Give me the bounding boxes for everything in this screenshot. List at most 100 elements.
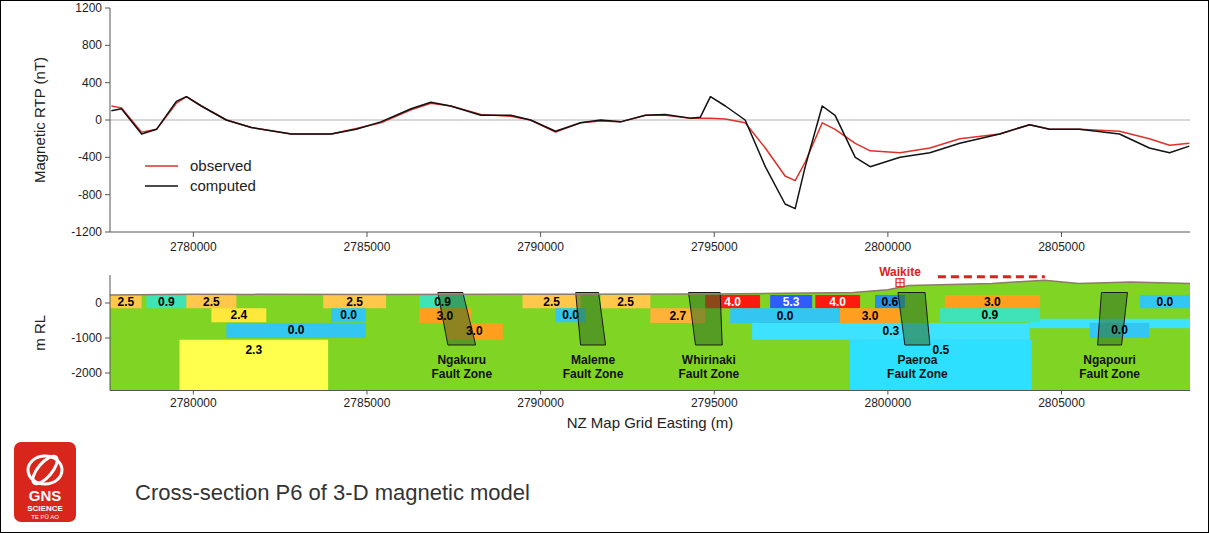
block-label: 0.9 [434, 295, 451, 309]
block-label: 2.4 [230, 308, 247, 322]
legend-swatch [145, 185, 178, 187]
logo-text: TE PŪ AO [31, 514, 59, 520]
x-axis [110, 232, 1190, 233]
x-tick-label: 2795000 [691, 240, 738, 254]
x-tick [540, 232, 541, 237]
block [323, 295, 386, 308]
y-tick-label: -1000 [71, 331, 102, 345]
x-tick-label: 2800000 [865, 240, 912, 254]
x-tick-label: 2780000 [170, 240, 217, 254]
block-label: 3.0 [862, 309, 879, 323]
figure-title: Cross-section P6 of 3-D magnetic model [135, 480, 530, 505]
block [752, 323, 1029, 340]
x-tick [1061, 232, 1062, 237]
block-label: 0.0 [288, 323, 305, 337]
y-tick-label: 0 [95, 296, 102, 310]
block-label: 2.5 [543, 295, 560, 309]
block-label: 2.5 [617, 295, 634, 309]
block [110, 295, 142, 308]
fault-label: NgapouriFault Zone [1079, 353, 1140, 381]
block-label: 0.0 [1111, 323, 1128, 337]
x-tick [193, 391, 194, 395]
frame [1, 1, 1209, 533]
y-tick-label: 0 [95, 113, 102, 127]
x-axis [110, 390, 1190, 391]
logo-emblem [29, 452, 62, 487]
block-label: 0.0 [562, 308, 579, 322]
fault-zone [1098, 293, 1128, 346]
x-tick [714, 232, 715, 237]
block-label: 2.5 [346, 295, 363, 309]
y-tick [105, 8, 110, 9]
x-tick [887, 232, 888, 237]
block-label: 4.0 [829, 295, 846, 309]
site-marker [896, 279, 904, 287]
fault-label-line: Maleme [571, 353, 615, 367]
block-label: 3.0 [437, 309, 454, 323]
x-tick-label: 2790000 [517, 240, 564, 254]
block [523, 295, 581, 308]
block [186, 295, 236, 308]
marker-line [938, 275, 1045, 278]
x-axis-title: NZ Map Grid Easting (m) [567, 414, 734, 431]
block-label: 2.5 [117, 295, 134, 309]
y-tick [105, 373, 110, 374]
fault-label-line: Ngakuru [437, 353, 486, 367]
x-tick [540, 391, 541, 395]
fault-label-line: Fault Zone [431, 367, 492, 381]
block-label: 0.9 [981, 308, 998, 322]
block-label: 0.0 [340, 308, 357, 322]
block-label: 4.0 [724, 295, 741, 309]
ground [110, 280, 1190, 390]
section-body [110, 280, 1190, 390]
block [850, 340, 1032, 391]
block [730, 308, 840, 323]
logo-box [14, 442, 76, 522]
figure: -1200-800-400040080012002780000278500027… [0, 0, 1209, 533]
x-tick [887, 391, 888, 395]
block [179, 340, 328, 391]
y-tick [105, 338, 110, 339]
y-tick-label: 400 [82, 76, 102, 90]
block-label: 2.5 [203, 295, 220, 309]
block-label: 2.7 [669, 309, 686, 323]
y-tick-label: 1200 [75, 1, 102, 15]
site-marker-cross [896, 279, 904, 287]
fault-label-line: Paeroa [897, 353, 937, 367]
fault-label: PaeroaFault Zone [887, 353, 948, 381]
block [226, 323, 366, 338]
y-tick [105, 120, 110, 121]
fault-label-line: Fault Zone [887, 367, 948, 381]
logo-text: SCIENCE [27, 504, 63, 513]
y-tick [105, 45, 110, 46]
block-label: 5.3 [783, 295, 800, 309]
y-tick-label: -800 [78, 188, 102, 202]
y-tick [105, 303, 110, 304]
x-tick-label: 2805000 [1038, 240, 1085, 254]
y-axis-title: Magnetic RTP (nT) [31, 57, 48, 183]
block-label: 0.6 [882, 295, 899, 309]
series-line [111, 97, 1189, 181]
x-tick [714, 391, 715, 395]
block [840, 308, 900, 323]
block [770, 295, 812, 308]
block [601, 295, 651, 308]
x-tick [1061, 391, 1062, 395]
block [940, 308, 1040, 322]
x-tick [366, 232, 367, 237]
x-tick [366, 391, 367, 395]
block [211, 308, 266, 322]
y-tick-label: 800 [82, 38, 102, 52]
y-tick-label: -400 [78, 150, 102, 164]
legend-label: computed [190, 177, 256, 194]
x-tick-label: 2790000 [517, 396, 564, 410]
block-label: 0.0 [777, 309, 794, 323]
block [331, 308, 366, 322]
block-label: 0.9 [158, 295, 175, 309]
y-tick-label: -2000 [71, 366, 102, 380]
series-line [111, 97, 1189, 209]
x-tick [193, 232, 194, 237]
topography [110, 280, 1190, 295]
x-tick-label: 2785000 [344, 396, 391, 410]
block [146, 295, 186, 308]
